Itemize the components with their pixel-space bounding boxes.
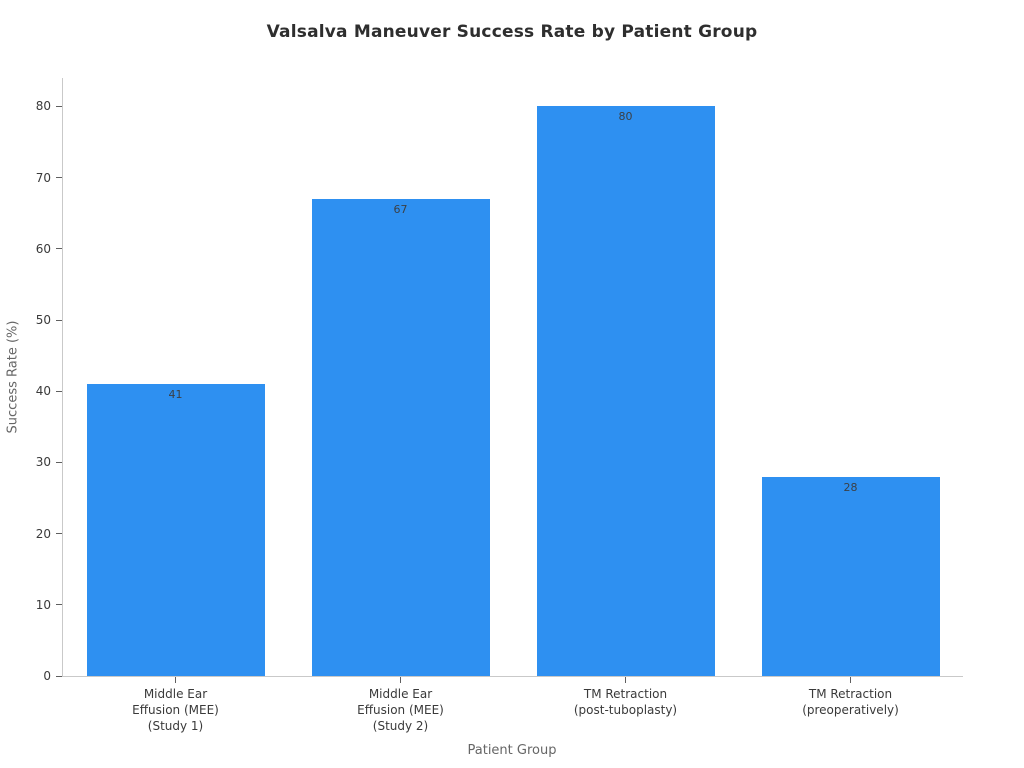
y-axis-label: Success Rate (%) <box>5 320 21 434</box>
y-tick-label: 20 <box>35 526 51 541</box>
y-tick-label: 40 <box>35 384 51 399</box>
x-tick-mark <box>850 677 851 683</box>
y-tick-label: 70 <box>35 170 51 185</box>
plot-area: 0 10 20 30 40 50 60 70 80 41 Middle Ear Effusion (… <box>36 78 963 733</box>
y-tick-label: 30 <box>35 455 51 470</box>
x-tick-label: Middle Ear Effusion (MEE) (Study 2) <box>357 687 444 733</box>
chart-title: Valsalva Maneuver Success Rate by Patien… <box>266 22 758 42</box>
y-tick-mark <box>56 533 62 535</box>
x-tick-label: TM Retraction (preoperatively) <box>802 687 899 717</box>
y-tick-mark <box>56 390 62 392</box>
y-tick-label: 50 <box>35 313 51 328</box>
y-tick-label: 60 <box>35 241 51 256</box>
bar-1: 67 <box>311 199 490 676</box>
bar-value-label: 41 <box>168 388 183 402</box>
y-tick-mark <box>56 461 62 463</box>
bar-2: 80 <box>536 106 715 676</box>
y-tick-mark <box>56 177 62 179</box>
bar-value-label: 80 <box>618 110 633 124</box>
x-tick-mark <box>625 677 626 683</box>
x-axis-label: Patient Group <box>467 743 557 758</box>
x-tick-mark <box>400 677 401 683</box>
bar-3: 28 <box>761 476 940 676</box>
y-tick-label: 10 <box>35 597 51 612</box>
y-tick-mark <box>56 675 62 677</box>
y-tick-mark <box>56 105 62 107</box>
x-tick-mark <box>175 677 176 683</box>
x-tick-label: TM Retraction (post-tuboplasty) <box>573 687 678 717</box>
bar-value-label: 28 <box>843 480 858 494</box>
bar-0: 41 <box>86 384 265 676</box>
y-tick-label: 0 <box>43 669 51 683</box>
y-tick-mark <box>56 248 62 250</box>
y-tick-mark <box>56 604 62 606</box>
x-tick-label: Middle Ear Effusion (MEE) (Study 1) <box>132 687 219 733</box>
bar-value-label: 67 <box>393 203 408 217</box>
y-tick-mark <box>56 319 62 321</box>
y-tick-label: 80 <box>35 99 51 114</box>
